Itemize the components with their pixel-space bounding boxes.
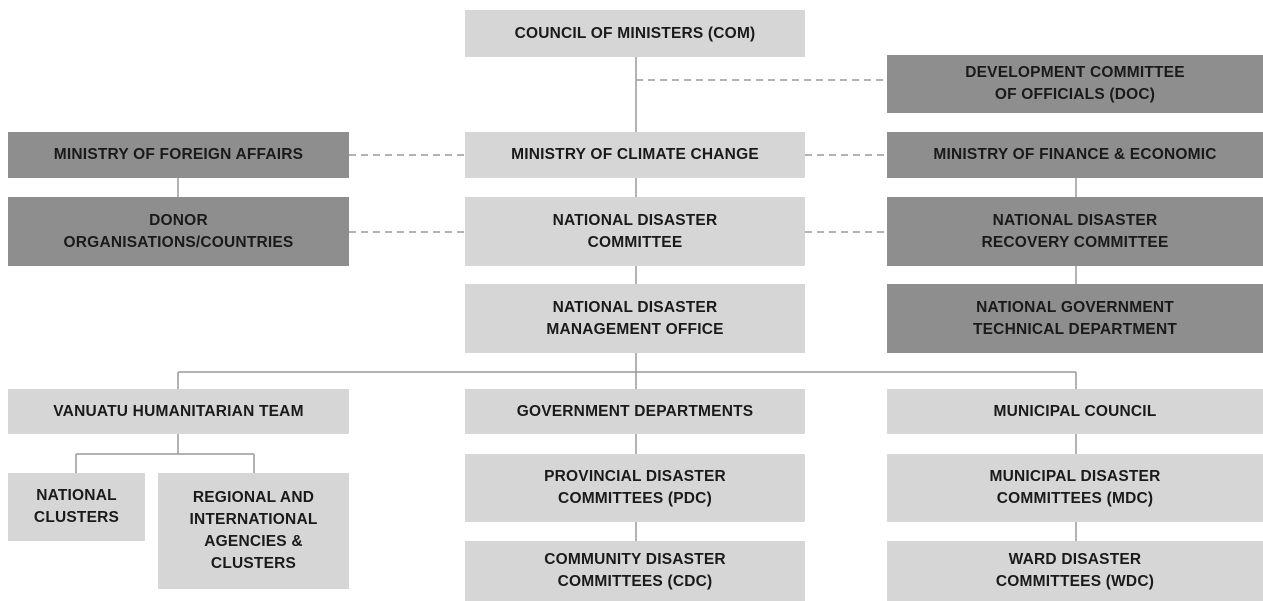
org-node: NATIONAL GOVERNMENT TECHNICAL DEPARTMENT (887, 284, 1263, 353)
org-node: MINISTRY OF FINANCE & ECONOMIC (887, 132, 1263, 178)
org-node: MUNICIPAL DISASTER COMMITTEES (MDC) (887, 454, 1263, 522)
node-label: MINISTRY OF FOREIGN AFFAIRS (53, 146, 304, 163)
org-node: PROVINCIAL DISASTER COMMITTEES (PDC) (465, 454, 805, 522)
node-label: DEVELOPMENT COMMITTEE (965, 64, 1185, 81)
org-node: VANUATU HUMANITARIAN TEAM (8, 389, 349, 434)
org-node: NATIONAL DISASTER RECOVERY COMMITTEE (887, 197, 1263, 266)
node-label: OF OFFICIALS (DOC) (994, 86, 1156, 103)
node-label: PROVINCIAL DISASTER (544, 468, 726, 485)
solid-connector (75, 57, 1077, 541)
node-label: COUNCIL OF MINISTERS (COM) (514, 24, 756, 42)
org-node: DEVELOPMENT COMMITTEE OF OFFICIALS (DOC) (887, 55, 1263, 113)
node-label: TECHNICAL DEPARTMENT (972, 320, 1178, 338)
node-label: VANUATU HUMANITARIAN TEAM (53, 402, 304, 420)
node-label: CLUSTERS (33, 509, 120, 526)
node-label: MANAGEMENT OFFICE (546, 320, 724, 338)
node-label: NATIONAL DISASTER (552, 298, 718, 316)
node-label: ORGANISATIONS/COUNTRIES (63, 233, 294, 251)
node-label: GOVERNMENT DEPARTMENTS (516, 402, 754, 420)
node-label: NATIONAL (36, 487, 117, 504)
org-node: MUNICIPAL COUNCIL (887, 389, 1263, 434)
node-label: NATIONAL GOVERNMENT (976, 298, 1174, 316)
node-label: COMMITTEES (CDC) (557, 573, 713, 590)
node-label: INTERNATIONAL (189, 511, 318, 528)
org-node: NATIONAL DISASTER COMMITTEE (465, 197, 805, 266)
org-node: NATIONAL DISASTER MANAGEMENT OFFICE (465, 284, 805, 353)
org-node: MINISTRY OF CLIMATE CHANGE (465, 132, 805, 178)
org-node: COUNCIL OF MINISTERS (COM) (465, 10, 805, 57)
dashed-connector (349, 79, 887, 233)
org-node: GOVERNMENT DEPARTMENTS (465, 389, 805, 434)
org-node: WARD DISASTER COMMITTEES (WDC) (887, 541, 1263, 601)
node-label: WARD DISASTER (1008, 551, 1142, 568)
node-label: COMMITTEE (587, 233, 683, 251)
node-label: DONOR (149, 211, 208, 229)
node-label: CLUSTERS (210, 555, 297, 572)
node-label: MINISTRY OF CLIMATE CHANGE (511, 146, 759, 163)
org-node: NATIONAL CLUSTERS (8, 473, 145, 541)
node-label: COMMITTEES (MDC) (996, 490, 1154, 507)
node-label: REGIONAL AND (192, 489, 315, 506)
org-node: REGIONAL AND INTERNATIONAL AGENCIES & CLUST… (158, 473, 349, 589)
node-label: COMMITTEES (WDC) (995, 573, 1155, 590)
node-label: COMMITTEES (PDC) (558, 490, 712, 507)
node-label: COMMUNITY DISASTER (544, 551, 726, 568)
node-label: MUNICIPAL COUNCIL (993, 402, 1157, 420)
node-label: NATIONAL DISASTER (992, 211, 1158, 229)
org-node: MINISTRY OF FOREIGN AFFAIRS (8, 132, 349, 178)
org-node: DONOR ORGANISATIONS/COUNTRIES (8, 197, 349, 266)
node-label: MINISTRY OF FINANCE & ECONOMIC (933, 146, 1217, 163)
node-label: NATIONAL DISASTER (552, 211, 718, 229)
node-label: AGENCIES & (204, 533, 303, 550)
org-node: COMMUNITY DISASTER COMMITTEES (CDC) (465, 541, 805, 601)
node-label: MUNICIPAL DISASTER (989, 468, 1161, 485)
node-label: RECOVERY COMMITTEE (981, 233, 1169, 251)
